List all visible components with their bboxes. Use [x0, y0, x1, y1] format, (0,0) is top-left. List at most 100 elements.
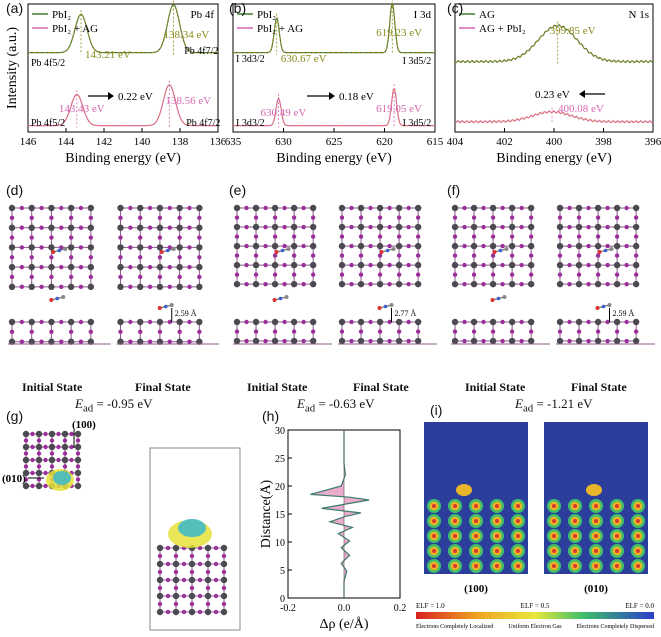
g-side-pb-atom: [172, 560, 180, 568]
top-view-pb-atom: [233, 242, 241, 250]
molecule-atom: [63, 247, 68, 251]
top-view-i-atom: [614, 272, 620, 277]
top-view-pb-atom: [271, 204, 279, 212]
top-view-i-atom: [624, 281, 629, 287]
top-view-i-atom: [509, 272, 515, 277]
side-view-pb-atom: [613, 318, 621, 326]
colorbar-desc: Electrons Completely Dispersed: [576, 624, 654, 630]
elf-core: [636, 534, 640, 538]
top-view-pb-atom: [290, 261, 298, 269]
orbital-label: I 3d5/2: [403, 56, 432, 67]
elf-core: [573, 504, 577, 508]
g-side-i-atom: [157, 585, 163, 591]
top-view-pb-atom: [395, 261, 403, 269]
x-axis-label: Binding energy (eV): [276, 151, 392, 166]
g-top-pb-atom: [48, 430, 56, 438]
shift-label: 0.23 eV: [535, 89, 570, 101]
top-view-i-atom: [624, 243, 629, 249]
side-view-pb-atom: [357, 337, 365, 345]
side-view-i-atom: [49, 329, 54, 335]
side-view-i-atom: [586, 338, 591, 344]
g-top-pb-atom: [48, 443, 56, 451]
top-view-pb-atom: [376, 242, 384, 250]
top-view-i-atom: [452, 215, 458, 220]
top-view-i-atom: [624, 262, 629, 268]
top-view-i-atom: [557, 272, 563, 277]
g-side-i-atom: [157, 601, 163, 607]
top-view-i-atom: [234, 253, 240, 258]
top-view-i-atom: [396, 215, 402, 220]
side-view-i-atom: [557, 329, 563, 334]
top-view-i-atom: [481, 243, 486, 249]
g-side-pb-atom: [172, 608, 180, 616]
top-view-i-atom: [462, 281, 467, 287]
top-view-i-atom: [118, 235, 123, 240]
y-tick-label: 30: [275, 426, 285, 437]
g-side-i-atom: [181, 561, 187, 567]
top-view-i-atom: [586, 281, 591, 287]
g-top-i-atom: [23, 477, 29, 482]
g-top-pb-atom: [35, 469, 43, 477]
top-view-pb-atom: [338, 223, 346, 231]
top-view-i-atom: [78, 245, 84, 250]
top-view-pb-atom: [252, 223, 260, 231]
spectrum-title: I 3d: [414, 9, 432, 21]
side-view-pb-atom: [632, 318, 640, 326]
top-view-i-atom: [187, 264, 192, 270]
x-tick-label: 136: [210, 136, 225, 148]
g-side-pb-atom: [172, 544, 180, 552]
side-view-i-atom: [490, 329, 496, 334]
top-view-i-atom: [68, 274, 74, 280]
molecule-atom: [51, 250, 56, 254]
panel-c: (c) 404 402 400 398 396 Binding energy (eV) AG…: [443, 0, 661, 190]
top-view-pb-atom: [67, 204, 75, 212]
top-view-pb-atom: [575, 204, 583, 212]
g-side-pb-atom: [204, 592, 212, 600]
elf-core: [495, 534, 499, 538]
side-view-pb-atom: [28, 338, 35, 345]
side-view-i-atom: [128, 339, 133, 344]
orbital-label: I 3d3/2: [236, 118, 265, 129]
distance-label: 2.59 Å: [175, 309, 197, 318]
g-side-pb-atom: [220, 560, 228, 568]
charge-line: [310, 430, 370, 598]
top-view-i-atom: [415, 234, 421, 239]
facet-label: (100): [464, 583, 488, 595]
elf-core: [516, 564, 520, 568]
elf-core: [516, 519, 520, 523]
top-view-pb-atom: [470, 223, 478, 231]
fit-line-0: [454, 24, 654, 64]
top-view-i-atom: [387, 262, 392, 268]
top-view-i-atom: [263, 205, 268, 211]
elf-core: [474, 504, 478, 508]
side-view-i-atom: [586, 319, 591, 325]
elf-core: [474, 564, 478, 568]
side-view-pb-atom: [156, 338, 164, 345]
side-view-pb-atom: [395, 337, 403, 345]
g-side-i-atom: [205, 585, 211, 591]
top-view-i-atom: [234, 272, 240, 277]
top-view-i-atom: [528, 253, 534, 258]
top-view-pb-atom: [48, 263, 55, 271]
top-view-i-atom: [49, 215, 54, 221]
top-view-i-atom: [128, 264, 133, 270]
top-view-i-atom: [586, 205, 591, 211]
side-view-i-atom: [147, 339, 153, 344]
panel-d: (d) 2.59 Å Initial State Final State Ead…: [0, 182, 225, 415]
top-view-i-atom: [39, 284, 44, 290]
top-view-i-atom: [471, 272, 477, 277]
side-view-i-atom: [415, 329, 421, 334]
elf-core: [552, 534, 556, 538]
elf-core: [636, 504, 640, 508]
top-view-pb-atom: [556, 261, 564, 269]
g-side-pb-atom: [156, 576, 164, 584]
top-view-i-atom: [595, 253, 601, 258]
g-side-i-atom: [165, 593, 171, 599]
top-view-i-atom: [167, 264, 172, 270]
top-view-pb-atom: [252, 280, 260, 288]
molecule-atom: [169, 303, 174, 307]
g-side-i-atom: [181, 609, 187, 615]
g-side-i-atom: [165, 577, 171, 583]
top-view-pb-atom: [470, 280, 478, 288]
top-view-i-atom: [368, 205, 373, 211]
